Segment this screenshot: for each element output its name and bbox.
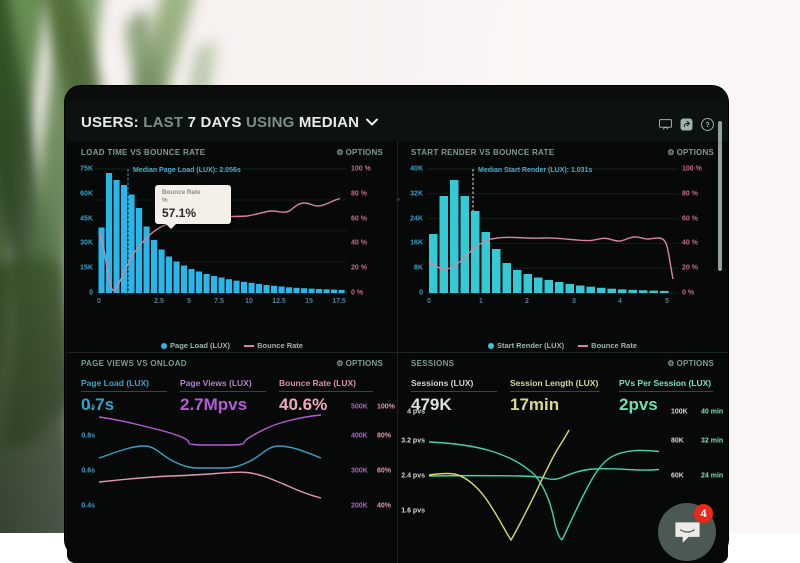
svg-text:?: ? <box>705 122 709 129</box>
